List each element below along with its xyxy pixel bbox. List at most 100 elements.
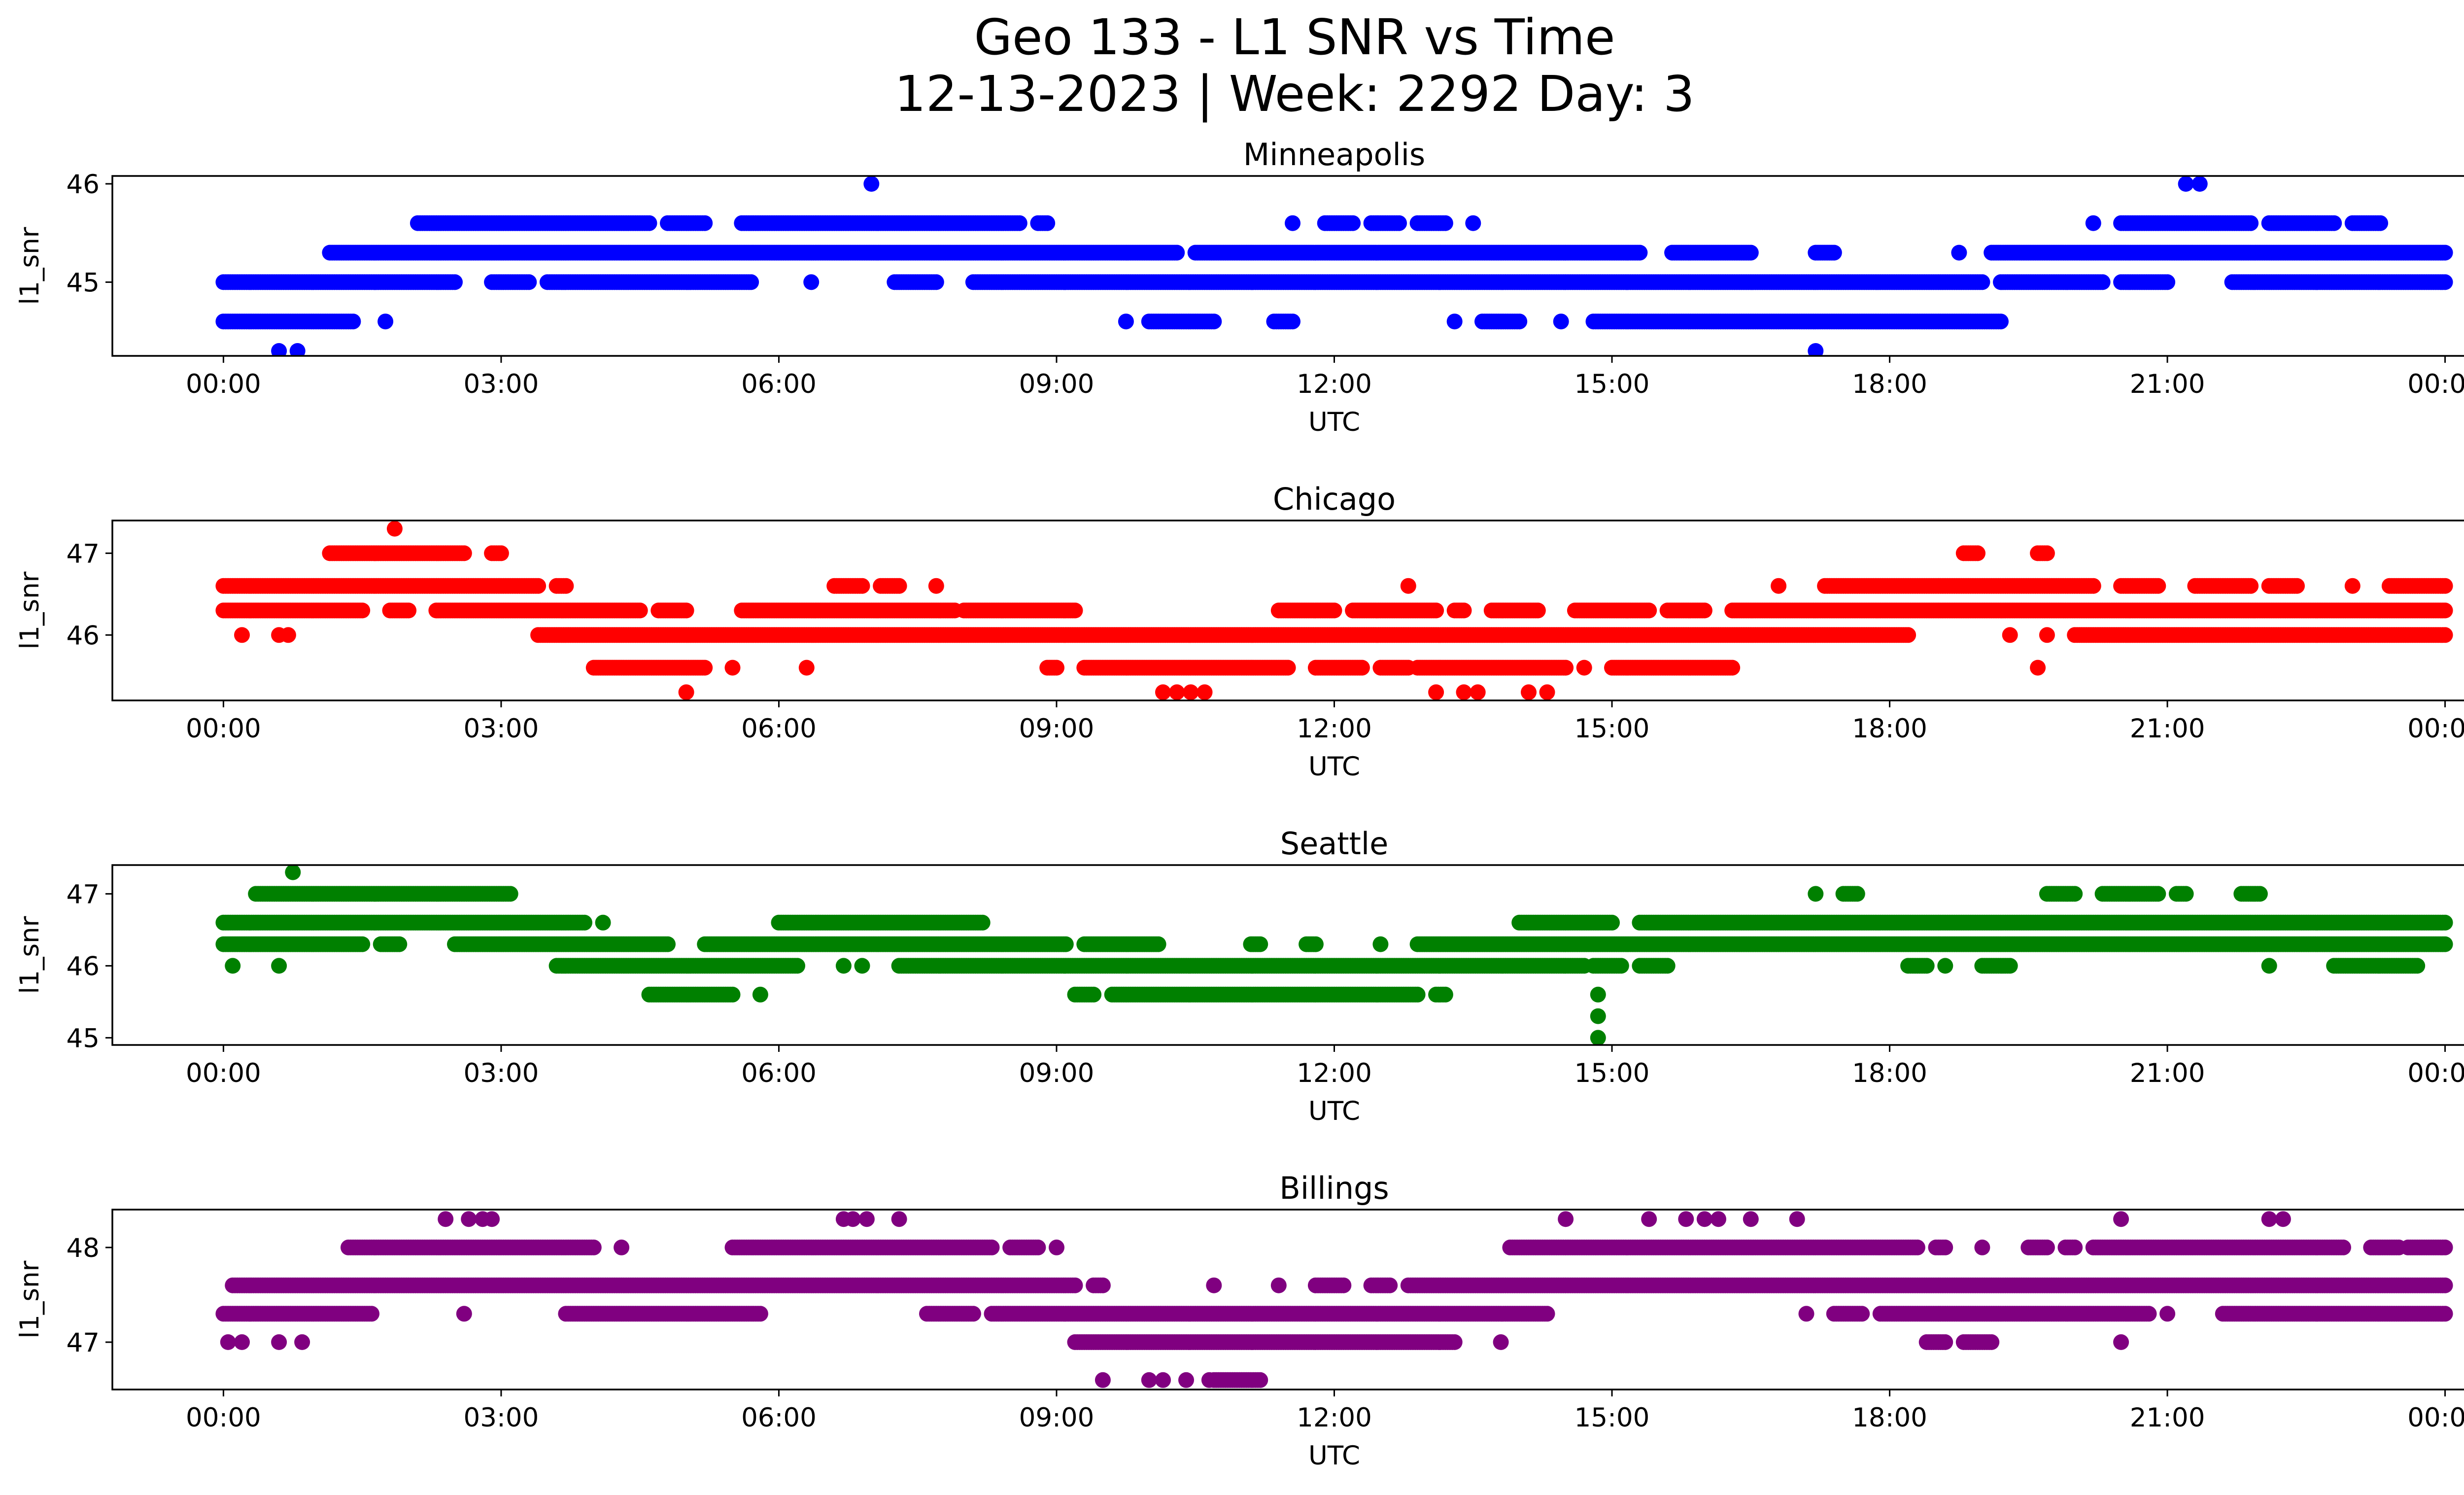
x-tick-label: 21:00 bbox=[2130, 714, 2205, 744]
subplots: Minneapolis 00:00 03:00 06:00 09:00 12:00 15:0… bbox=[15, 137, 2464, 1471]
data-point bbox=[789, 958, 805, 974]
data-point bbox=[1049, 660, 1064, 676]
data-point bbox=[928, 578, 944, 594]
data-point bbox=[2372, 215, 2389, 231]
data-point bbox=[2030, 660, 2046, 676]
data-point bbox=[1206, 313, 1222, 330]
data-point bbox=[1553, 313, 1569, 330]
data-point bbox=[2039, 627, 2055, 643]
data-point bbox=[752, 986, 768, 1003]
data-point bbox=[2178, 176, 2194, 192]
data-point bbox=[1465, 215, 1481, 231]
x-tick-label: 03:00 bbox=[464, 714, 539, 744]
y-tick-label: 46 bbox=[67, 621, 100, 651]
data-point bbox=[1743, 244, 1759, 261]
data-point bbox=[271, 958, 287, 974]
data-point bbox=[1169, 244, 1185, 261]
data-point bbox=[2085, 578, 2101, 594]
data-point bbox=[724, 986, 741, 1003]
data-point bbox=[2437, 627, 2453, 643]
data-point bbox=[345, 313, 361, 330]
data-point bbox=[2094, 274, 2111, 290]
data-point bbox=[225, 958, 241, 974]
data-point bbox=[1993, 313, 2009, 330]
data-point bbox=[1521, 684, 1537, 700]
subplot-title: Minneapolis bbox=[1243, 137, 1426, 173]
data-point bbox=[1391, 215, 1407, 231]
data-point bbox=[2085, 215, 2101, 231]
data-point bbox=[803, 274, 820, 290]
data-point bbox=[1285, 215, 1300, 231]
x-tick-label: 15:00 bbox=[1574, 714, 1650, 744]
data-point bbox=[1696, 602, 1712, 619]
data-point bbox=[1354, 660, 1370, 676]
data-point bbox=[1826, 244, 1842, 261]
x-tick-label: 06:00 bbox=[741, 369, 817, 399]
y-tick-label: 45 bbox=[67, 268, 100, 298]
data-point bbox=[1183, 684, 1199, 700]
data-point bbox=[632, 602, 648, 619]
data-point bbox=[1808, 343, 1824, 356]
data-point bbox=[456, 545, 472, 561]
data-point bbox=[2243, 578, 2259, 594]
data-point bbox=[928, 274, 944, 290]
data-point bbox=[1067, 602, 1083, 619]
data-point bbox=[401, 602, 417, 619]
data-point bbox=[854, 958, 870, 974]
data-point bbox=[678, 684, 694, 700]
data-point bbox=[1970, 545, 1985, 561]
data-point bbox=[1428, 602, 1444, 619]
data-point bbox=[447, 274, 463, 290]
data-point bbox=[891, 578, 907, 594]
data-point bbox=[1409, 986, 1426, 1003]
x-tick-label: 00:00 bbox=[2407, 714, 2464, 744]
x-tick-label: 06:00 bbox=[741, 714, 817, 744]
x-tick-label: 21:00 bbox=[2130, 369, 2205, 399]
data-point bbox=[697, 215, 713, 231]
data-point bbox=[1974, 274, 1990, 290]
data-point bbox=[1280, 660, 1296, 676]
subplot-title: Chicago bbox=[1273, 481, 1396, 517]
data-point bbox=[1590, 986, 1606, 1003]
x-tick-label: 12:00 bbox=[1297, 369, 1372, 399]
data-point bbox=[863, 176, 880, 192]
data-point bbox=[521, 274, 537, 290]
x-tick-label: 09:00 bbox=[1019, 369, 1095, 399]
figure-title-line1: Geo 133 - L1 SNR vs Time bbox=[974, 8, 1615, 66]
data-point bbox=[641, 215, 657, 231]
data-point bbox=[2326, 215, 2342, 231]
data-point bbox=[697, 660, 713, 676]
data-point bbox=[1400, 578, 1416, 594]
data-point bbox=[530, 578, 547, 594]
data-point bbox=[271, 343, 287, 356]
data-point bbox=[1437, 215, 1453, 231]
data-point bbox=[2039, 545, 2055, 561]
data-point bbox=[2437, 602, 2453, 619]
data-series bbox=[215, 521, 2453, 700]
data-point bbox=[1197, 684, 1213, 700]
data-point bbox=[835, 958, 852, 974]
data-point bbox=[1086, 986, 1102, 1003]
data-point bbox=[2243, 215, 2259, 231]
x-tick-label: 00:00 bbox=[186, 714, 261, 744]
data-point bbox=[2150, 578, 2166, 594]
data-point bbox=[1345, 215, 1361, 231]
data-point bbox=[1470, 684, 1486, 700]
data-point bbox=[234, 627, 250, 643]
y-tick-label: 47 bbox=[67, 539, 100, 569]
x-tick-label: 18:00 bbox=[1852, 369, 1927, 399]
data-point bbox=[2159, 274, 2176, 290]
data-point bbox=[377, 313, 394, 330]
x-tick-label: 15:00 bbox=[1574, 369, 1650, 399]
data-point bbox=[1446, 313, 1463, 330]
data-point bbox=[1590, 1008, 1606, 1024]
data-point bbox=[1456, 684, 1472, 700]
data-point bbox=[2437, 274, 2453, 290]
data-point bbox=[2437, 578, 2453, 594]
data-point bbox=[678, 602, 694, 619]
data-point bbox=[1118, 313, 1134, 330]
data-point bbox=[1285, 313, 1300, 330]
data-point bbox=[280, 627, 296, 643]
